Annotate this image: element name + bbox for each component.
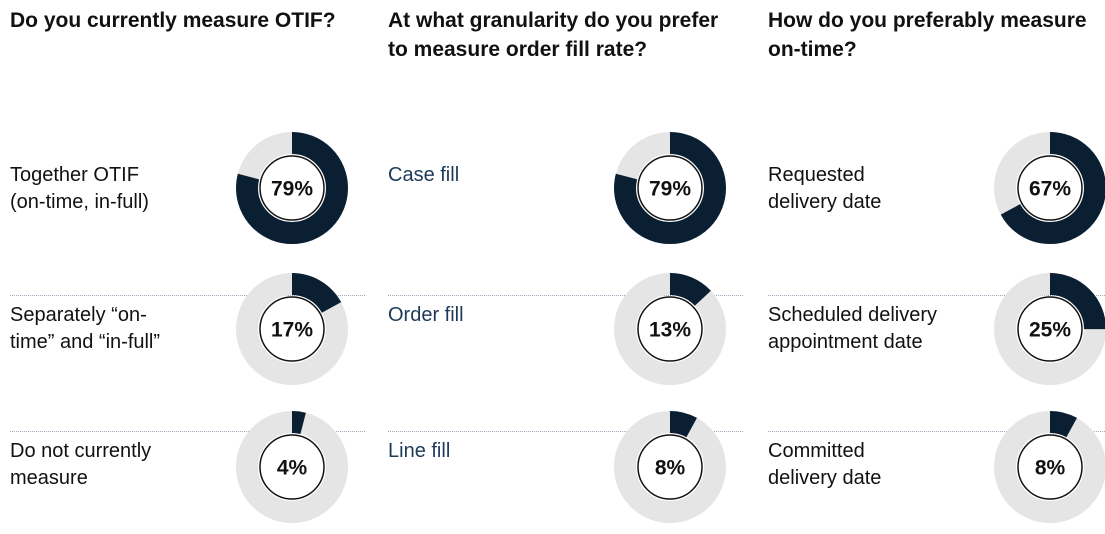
- donut-segment: [614, 411, 726, 523]
- row-label: Case fill: [388, 164, 460, 186]
- value-label: 8%: [655, 457, 686, 480]
- donut: 79%: [236, 132, 348, 244]
- value-label: 8%: [1035, 457, 1066, 480]
- donut: 8%: [614, 411, 726, 523]
- donut-segment: [236, 411, 348, 523]
- column-title: At what granularity do you prefer to mea…: [388, 9, 719, 61]
- donut-center: [1017, 434, 1083, 500]
- donut-center: [1017, 296, 1083, 362]
- separator: [388, 431, 743, 432]
- donut-center: [259, 155, 325, 221]
- donut: 25%: [994, 273, 1105, 385]
- column-title: Do you currently measure OTIF?: [10, 9, 336, 32]
- donut: 13%: [614, 273, 726, 385]
- value-label: 17%: [271, 319, 313, 342]
- donut-segment: [994, 273, 1105, 385]
- separator: [10, 295, 365, 296]
- row-label: Order fill: [388, 304, 464, 326]
- donut-center: [1017, 155, 1083, 221]
- row-label: Line fill: [388, 440, 451, 462]
- donut-center: [637, 155, 703, 221]
- donut-segment: [614, 132, 726, 244]
- value-label: 13%: [649, 319, 691, 342]
- value-label: 25%: [1029, 319, 1071, 342]
- donut-center: [259, 296, 325, 362]
- donut-center: [637, 434, 703, 500]
- donut-center: [637, 296, 703, 362]
- row-label: Committed delivery date: [768, 440, 882, 489]
- value-label: 67%: [1029, 178, 1071, 201]
- donut: 4%: [236, 411, 348, 523]
- donut: 8%: [994, 411, 1105, 523]
- donut: 79%: [614, 132, 726, 244]
- donut-segment: [236, 273, 348, 385]
- value-label: 4%: [277, 457, 308, 480]
- value-label: 79%: [649, 178, 691, 201]
- donut-segment: [994, 411, 1105, 523]
- row-label: Do not currently measure: [10, 440, 152, 489]
- donut-segment: [614, 273, 726, 385]
- separator: [10, 431, 365, 432]
- row-label: Requested delivery date: [768, 164, 882, 213]
- donut: 17%: [236, 273, 348, 385]
- row-label: Separately “on-time” and “in-full”: [10, 304, 161, 353]
- separator: [388, 295, 743, 296]
- column-title: How do you preferably measure on-time?: [768, 9, 1087, 61]
- value-label: 79%: [271, 178, 313, 201]
- separator: [768, 431, 1105, 432]
- row-label: Scheduled delivery appointment date: [768, 304, 937, 353]
- donut-segment: [236, 132, 348, 244]
- donut-center: [259, 434, 325, 500]
- row-label: Together OTIF (on-time, in-full): [10, 164, 149, 213]
- separator: [768, 295, 1105, 296]
- donut-segment: [994, 132, 1105, 244]
- donut: 67%: [994, 132, 1105, 244]
